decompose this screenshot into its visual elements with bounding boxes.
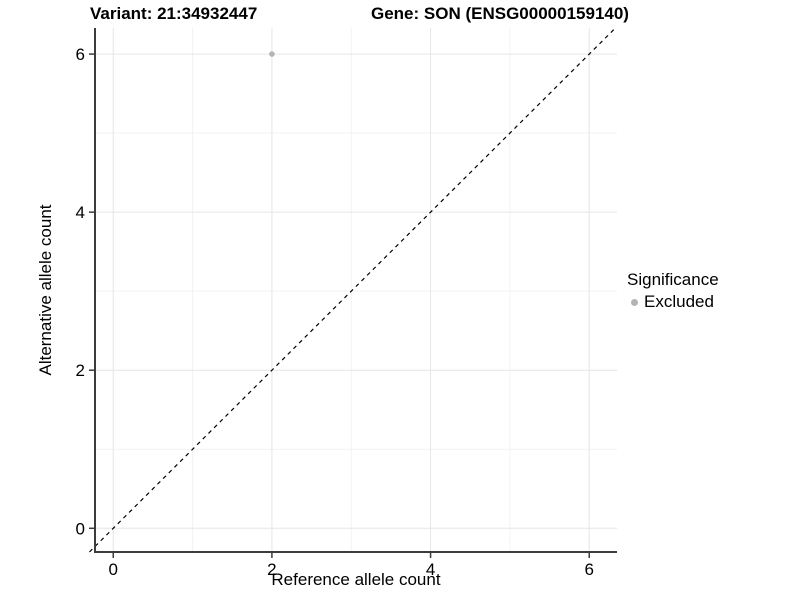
y-tick-label: 4 xyxy=(76,203,85,222)
y-tick-label: 2 xyxy=(76,361,85,380)
identity-dashed-line xyxy=(89,27,616,553)
legend-point-icon xyxy=(631,298,638,306)
legend-entry-excluded: Excluded xyxy=(627,292,719,312)
x-tick-label: 2 xyxy=(267,560,276,579)
y-tick-label: 0 xyxy=(76,519,85,538)
data-point xyxy=(269,51,275,57)
legend: Significance Excluded xyxy=(627,270,719,312)
x-axis-title: Reference allele count xyxy=(271,570,441,589)
y-tick-label: 6 xyxy=(76,45,85,64)
plot-title-variant: Variant: 21:34932447 xyxy=(90,4,258,23)
legend-title: Significance xyxy=(627,270,719,289)
x-tick-label: 4 xyxy=(426,560,435,579)
x-tick-label: 6 xyxy=(584,560,593,579)
legend-entry-label: Excluded xyxy=(644,292,714,311)
y-axis-title: Alternative allele count xyxy=(36,204,55,376)
plot-title-gene: Gene: SON (ENSG00000159140) xyxy=(371,4,629,23)
x-tick-label: 0 xyxy=(109,560,118,579)
